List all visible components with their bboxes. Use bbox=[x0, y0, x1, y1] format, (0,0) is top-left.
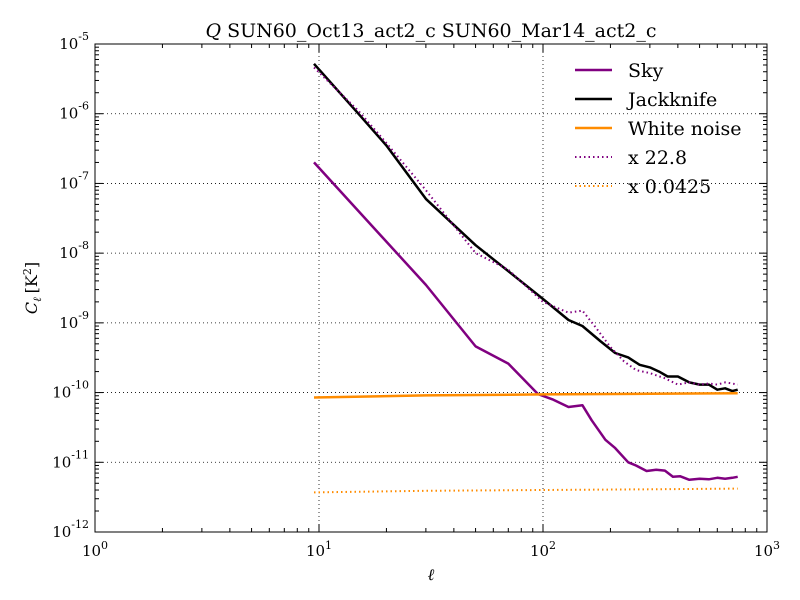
legend: Sky Jackknife White noise x 22.8 x 0.0425 bbox=[575, 60, 742, 198]
x-tick-label: 103 bbox=[754, 539, 780, 560]
x-tick-base: 10 bbox=[754, 542, 773, 560]
series-layer bbox=[313, 62, 739, 494]
x-tick-base: 10 bbox=[82, 542, 101, 560]
y-tick-exp: -8 bbox=[78, 239, 89, 252]
y-tick-exp: -10 bbox=[71, 379, 89, 392]
axis-ticks bbox=[94, 43, 768, 533]
y-tick-exp: -6 bbox=[78, 100, 89, 113]
y-tick-label: 10-6 bbox=[59, 100, 89, 123]
chart-title: Q SUN60_Oct13_act2_c SUN60_Mar14_act2_c bbox=[205, 20, 656, 42]
y-tick-base: 10 bbox=[59, 174, 78, 192]
series-line-1 bbox=[313, 62, 739, 393]
y-tick-exp: -12 bbox=[71, 518, 89, 531]
y-tick-exp: -7 bbox=[78, 169, 89, 182]
y-axis-label-unit-exp: 2 bbox=[21, 268, 34, 275]
legend-label: x 0.0425 bbox=[628, 176, 711, 198]
x-tick-exp: 1 bbox=[325, 539, 332, 552]
y-tick-exp: -11 bbox=[71, 448, 89, 461]
x-tick-exp: 3 bbox=[773, 539, 780, 552]
chart-title-symbol: Q bbox=[205, 20, 221, 42]
y-tick-base: 10 bbox=[59, 105, 78, 123]
y-axis-label: Cℓ [K2] bbox=[21, 262, 44, 314]
y-tick-label: 10-7 bbox=[59, 169, 89, 192]
legend-label: Sky bbox=[628, 60, 664, 82]
legend-label: x 22.8 bbox=[628, 147, 687, 169]
y-tick-base: 10 bbox=[52, 453, 71, 471]
series-line-3 bbox=[313, 66, 738, 386]
x-tick-label: 100 bbox=[82, 539, 108, 560]
y-tick-base: 10 bbox=[59, 314, 78, 332]
y-tick-label: 10-9 bbox=[59, 309, 89, 332]
x-tick-label: 101 bbox=[306, 539, 332, 560]
y-tick-label: 10-10 bbox=[52, 379, 89, 402]
plot-frame bbox=[94, 43, 768, 533]
series-line-4 bbox=[313, 487, 738, 494]
y-tick-label: 10-5 bbox=[59, 30, 89, 53]
y-axis-label-unit: [K bbox=[22, 274, 41, 293]
legend-label: Jackknife bbox=[626, 89, 717, 111]
y-axis-label-close: ] bbox=[22, 262, 41, 268]
y-tick-exp: -9 bbox=[78, 309, 89, 322]
series-line-2 bbox=[313, 391, 738, 399]
plot-area bbox=[95, 44, 767, 532]
x-axis-label: ℓ bbox=[428, 565, 435, 584]
x-tick-base: 10 bbox=[530, 542, 549, 560]
chart-title-text: SUN60_Oct13_act2_c SUN60_Mar14_act2_c bbox=[227, 20, 656, 42]
y-tick-label: 10-8 bbox=[59, 239, 89, 262]
y-tick-base: 10 bbox=[59, 35, 78, 53]
x-tick-label: 102 bbox=[530, 539, 556, 560]
y-tick-label: 10-12 bbox=[52, 518, 89, 541]
y-tick-base: 10 bbox=[52, 523, 71, 541]
y-tick-label: 10-11 bbox=[52, 448, 89, 471]
y-axis-label-subscript: ℓ bbox=[31, 297, 44, 302]
x-tick-exp: 0 bbox=[101, 539, 108, 552]
x-tick-base: 10 bbox=[306, 542, 325, 560]
x-tick-exp: 2 bbox=[549, 539, 556, 552]
y-tick-base: 10 bbox=[52, 384, 71, 402]
y-tick-base: 10 bbox=[59, 244, 78, 262]
legend-label: White noise bbox=[628, 118, 742, 140]
y-tick-exp: -5 bbox=[78, 30, 89, 43]
x-tick-labels: 100 101 102 103 bbox=[82, 539, 780, 560]
y-axis-label-symbol: C bbox=[22, 302, 41, 314]
